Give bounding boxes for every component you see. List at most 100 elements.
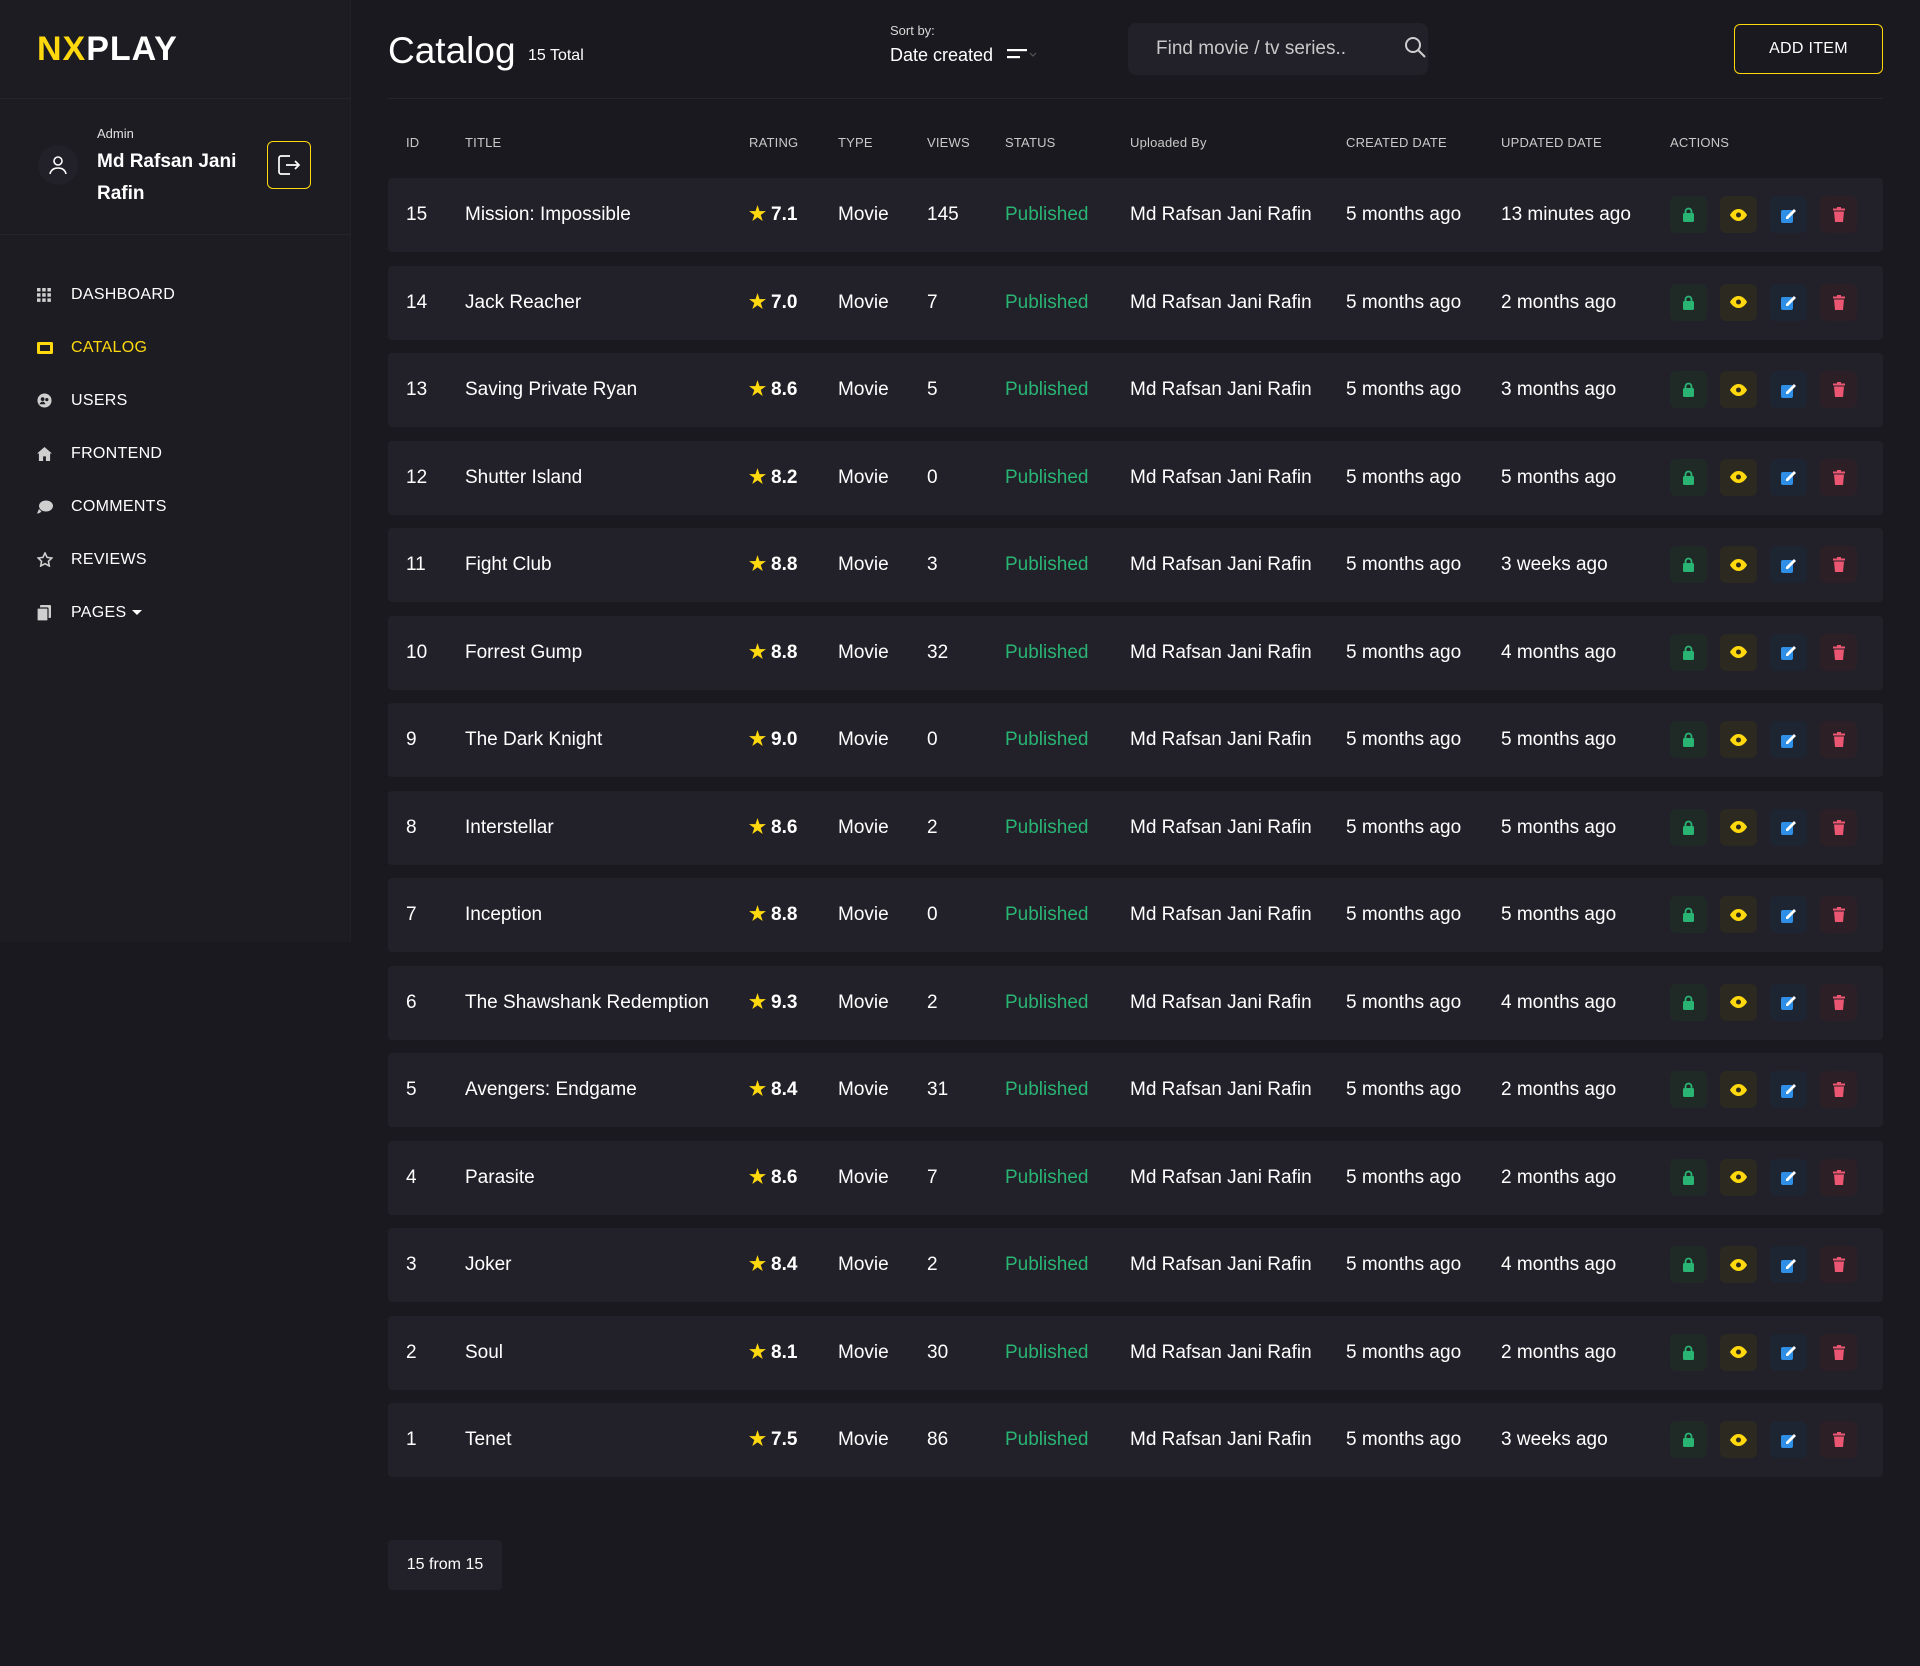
row-title[interactable]: Shutter Island bbox=[465, 466, 583, 488]
lock-button[interactable] bbox=[1670, 1071, 1707, 1108]
row-created-date: 5 months ago bbox=[1346, 904, 1462, 925]
logout-button[interactable] bbox=[267, 141, 311, 189]
row-title[interactable]: Inception bbox=[465, 904, 543, 925]
lock-button[interactable] bbox=[1670, 1246, 1707, 1283]
sidebar-item-frontend[interactable]: FRONTEND bbox=[37, 427, 175, 480]
delete-button[interactable] bbox=[1820, 721, 1857, 758]
lock-button[interactable] bbox=[1670, 1158, 1707, 1196]
delete-button[interactable] bbox=[1820, 196, 1857, 233]
column-header-uploaded-by[interactable]: Uploaded By bbox=[1130, 135, 1207, 150]
sidebar-item-catalog[interactable]: CATALOG bbox=[37, 321, 175, 374]
view-button[interactable] bbox=[1720, 1333, 1757, 1371]
row-title[interactable]: Forrest Gump bbox=[465, 641, 583, 663]
row-title[interactable]: Interstellar bbox=[465, 816, 554, 838]
view-button[interactable] bbox=[1720, 983, 1757, 1021]
edit-button[interactable] bbox=[1770, 896, 1807, 933]
row-title[interactable]: Parasite bbox=[465, 1166, 535, 1188]
lock-button[interactable] bbox=[1670, 546, 1707, 583]
column-header-title[interactable]: TITLE bbox=[465, 135, 502, 150]
sidebar-item-reviews[interactable]: REVIEWS bbox=[37, 533, 175, 586]
row-title[interactable]: The Shawshank Redemption bbox=[465, 991, 709, 1013]
row-title[interactable]: Mission: Impossible bbox=[465, 204, 631, 225]
lock-button[interactable] bbox=[1670, 1421, 1707, 1458]
column-header-rating[interactable]: RATING bbox=[749, 135, 799, 150]
view-button[interactable] bbox=[1720, 633, 1757, 671]
edit-button[interactable] bbox=[1770, 458, 1807, 496]
sidebar-nav: DASHBOARD CATALOG USERS FRONTEND COMMENT… bbox=[37, 268, 175, 639]
row-views: 31 bbox=[927, 1079, 949, 1100]
edit-button[interactable] bbox=[1770, 283, 1807, 321]
row-title[interactable]: The Dark Knight bbox=[465, 729, 603, 750]
sort-dropdown[interactable]: Date created bbox=[890, 45, 1037, 66]
lock-button[interactable] bbox=[1670, 633, 1707, 671]
view-button[interactable] bbox=[1720, 283, 1757, 321]
row-title[interactable]: Joker bbox=[465, 1254, 512, 1275]
view-button[interactable] bbox=[1720, 1158, 1757, 1196]
edit-button[interactable] bbox=[1770, 546, 1807, 583]
delete-button[interactable] bbox=[1820, 1246, 1857, 1283]
lock-button[interactable] bbox=[1670, 371, 1707, 408]
edit-button[interactable] bbox=[1770, 1071, 1807, 1108]
lock-button[interactable] bbox=[1670, 808, 1707, 846]
lock-button[interactable] bbox=[1670, 283, 1707, 321]
sidebar-item-dashboard[interactable]: DASHBOARD bbox=[37, 268, 175, 321]
lock-button[interactable] bbox=[1670, 458, 1707, 496]
edit-button[interactable] bbox=[1770, 1421, 1807, 1458]
edit-button[interactable] bbox=[1770, 721, 1807, 758]
view-button[interactable] bbox=[1720, 546, 1757, 583]
lock-button[interactable] bbox=[1670, 196, 1707, 233]
row-title[interactable]: Avengers: Endgame bbox=[465, 1079, 637, 1100]
delete-button[interactable] bbox=[1820, 1333, 1857, 1371]
row-title[interactable]: Fight Club bbox=[465, 554, 552, 575]
row-title[interactable]: Saving Private Ryan bbox=[465, 379, 638, 400]
delete-button[interactable] bbox=[1820, 371, 1857, 408]
view-button[interactable] bbox=[1720, 721, 1757, 758]
brand-logo[interactable]: NXPLAY bbox=[37, 30, 178, 69]
view-button[interactable] bbox=[1720, 1071, 1757, 1108]
view-button[interactable] bbox=[1720, 896, 1757, 933]
delete-button[interactable] bbox=[1820, 983, 1857, 1021]
delete-button[interactable] bbox=[1820, 1158, 1857, 1196]
edit-button[interactable] bbox=[1770, 371, 1807, 408]
view-button[interactable] bbox=[1720, 196, 1757, 233]
edit-button[interactable] bbox=[1770, 1333, 1807, 1371]
edit-button[interactable] bbox=[1770, 633, 1807, 671]
sidebar-item-comments[interactable]: COMMENTS bbox=[37, 480, 175, 533]
edit-button[interactable] bbox=[1770, 196, 1807, 233]
delete-button[interactable] bbox=[1820, 896, 1857, 933]
delete-button[interactable] bbox=[1820, 1071, 1857, 1108]
row-title[interactable]: Tenet bbox=[465, 1429, 512, 1450]
column-header-views[interactable]: VIEWS bbox=[927, 135, 970, 150]
delete-button[interactable] bbox=[1820, 1421, 1857, 1458]
edit-button[interactable] bbox=[1770, 1246, 1807, 1283]
add-item-button[interactable]: ADD ITEM bbox=[1734, 24, 1883, 74]
lock-button[interactable] bbox=[1670, 1333, 1707, 1371]
column-header-id[interactable]: ID bbox=[406, 135, 420, 150]
delete-button[interactable] bbox=[1820, 283, 1857, 321]
search-input[interactable] bbox=[1154, 37, 1403, 61]
delete-button[interactable] bbox=[1820, 633, 1857, 671]
edit-button[interactable] bbox=[1770, 983, 1807, 1021]
view-button[interactable] bbox=[1720, 1421, 1757, 1458]
view-button[interactable] bbox=[1720, 371, 1757, 408]
delete-button[interactable] bbox=[1820, 458, 1857, 496]
column-header-status[interactable]: STATUS bbox=[1005, 135, 1056, 150]
view-button[interactable] bbox=[1720, 808, 1757, 846]
row-title[interactable]: Soul bbox=[465, 1341, 504, 1363]
lock-button[interactable] bbox=[1670, 983, 1707, 1021]
delete-button[interactable] bbox=[1820, 808, 1857, 846]
lock-button[interactable] bbox=[1670, 721, 1707, 758]
column-header-updated-date[interactable]: UPDATED DATE bbox=[1501, 135, 1602, 150]
delete-button[interactable] bbox=[1820, 546, 1857, 583]
column-header-type[interactable]: TYPE bbox=[838, 135, 873, 150]
sidebar-item-users[interactable]: USERS bbox=[37, 374, 175, 427]
lock-button[interactable] bbox=[1670, 896, 1707, 933]
search-icon[interactable] bbox=[1403, 35, 1427, 64]
column-header-created-date[interactable]: CREATED DATE bbox=[1346, 135, 1447, 150]
row-title[interactable]: Jack Reacher bbox=[465, 291, 582, 313]
view-button[interactable] bbox=[1720, 458, 1757, 496]
view-button[interactable] bbox=[1720, 1246, 1757, 1283]
edit-button[interactable] bbox=[1770, 1158, 1807, 1196]
edit-button[interactable] bbox=[1770, 808, 1807, 846]
sidebar-item-pages[interactable]: PAGES bbox=[37, 586, 175, 639]
